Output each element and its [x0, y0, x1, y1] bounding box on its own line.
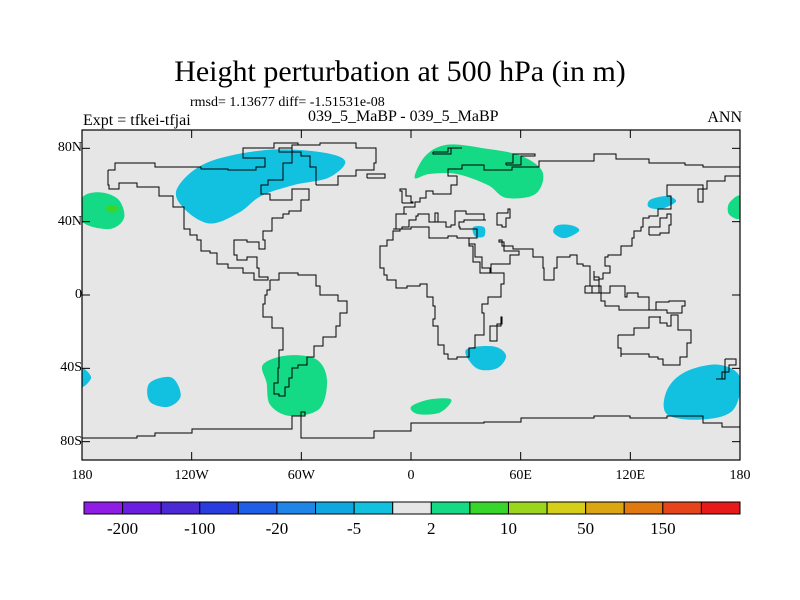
- coastline-novaya-zemlya: [505, 153, 536, 166]
- colorbar-box: [623, 501, 664, 515]
- anomaly-eurasia-arctic-positive: [414, 144, 544, 199]
- colorbar-box: [392, 501, 432, 515]
- coastline-new-zealand: [716, 358, 737, 380]
- coastline-iceland: [366, 173, 386, 179]
- coastline-australia: [617, 314, 692, 366]
- longitude-label: 180: [71, 468, 93, 483]
- colorbar-label: -20: [265, 519, 289, 538]
- anomaly-tasman-negative: [663, 364, 740, 420]
- coastline-svalbard: [432, 147, 462, 155]
- colorbar-label: 50: [577, 519, 595, 538]
- colorbar-label: -100: [184, 519, 216, 538]
- anomaly-north-pacific-core: [105, 205, 119, 213]
- anomaly-south-atlantic-positive: [410, 398, 452, 415]
- colorbar-label: 2: [427, 519, 436, 538]
- map-background: [82, 130, 740, 460]
- coastline-antarctica: [82, 411, 740, 439]
- anomaly-north-atlantic-positive: [727, 195, 740, 220]
- anomaly-mediterranean-negative: [472, 226, 486, 238]
- colorbar-box: [507, 501, 548, 515]
- latitude-label: 0: [75, 287, 82, 302]
- longitude-label: 120W: [174, 468, 209, 483]
- latitude-label: 40N: [57, 213, 82, 229]
- longitude-label: 120E: [615, 468, 646, 483]
- anomaly-south-indian-negative: [465, 346, 507, 371]
- colorbar-box: [662, 501, 702, 515]
- coastline-uk: [399, 188, 414, 204]
- longitude-label: 60W: [287, 468, 315, 483]
- colorbar-box: [585, 501, 625, 515]
- colorbar-box: [469, 501, 509, 515]
- colorbar-box: [83, 501, 124, 515]
- coastline-africa: [379, 226, 505, 360]
- experiment-label: Expt = tfkei-tfjai: [83, 112, 191, 129]
- anomaly-north-pacific-positive: [82, 192, 125, 230]
- coastline-greenland: [278, 142, 377, 186]
- coastline-indonesia: [584, 285, 686, 314]
- anomaly-south-pacific-negative: [147, 376, 181, 408]
- colorbar-label: 10: [499, 519, 517, 538]
- anomaly-central-asia-negative: [553, 224, 580, 239]
- latitude-label: 80S: [60, 433, 82, 449]
- longitude-label: 0: [407, 468, 415, 483]
- anomaly-japan-negative: [647, 195, 677, 210]
- colorbar-box: [199, 501, 239, 515]
- latitude-label: 40S: [60, 360, 82, 376]
- stats-line: rmsd= 1.13677 diff= -1.51531e-08: [190, 95, 385, 110]
- colorbar-box: [122, 501, 162, 515]
- longitude-label: 60E: [509, 468, 532, 483]
- colorbar-box: [353, 501, 394, 515]
- colorbar-box: [237, 501, 278, 515]
- colorbar-box: [160, 501, 201, 515]
- coastline-madagascar: [489, 316, 503, 342]
- coastline-south-america: [262, 272, 348, 397]
- latitude-label: 80N: [57, 140, 82, 156]
- coastline-north-america: [107, 142, 310, 281]
- colorbar-box: [430, 501, 471, 515]
- coastline-eurasia-africa: [393, 153, 740, 294]
- colorbar-label: 150: [650, 519, 676, 538]
- coastline-japan: [648, 213, 672, 236]
- colorbar-box: [546, 501, 587, 515]
- colorbar-label: -5: [347, 519, 362, 538]
- experiment-pair-label: 039_5_MaBP - 039_5_MaBP: [308, 108, 499, 125]
- colorbar-label: -200: [106, 519, 139, 538]
- colorbar-box: [276, 501, 317, 515]
- plot-title: Height perturbation at 500 hPa (in m): [174, 55, 626, 88]
- colorbar-box: [700, 501, 741, 515]
- colorbar-box: [315, 501, 355, 515]
- coastline-arabia-caspian: [496, 208, 511, 228]
- longitude-label: 180: [729, 468, 751, 483]
- season-label: ANN: [707, 109, 742, 126]
- map-layers: [82, 142, 740, 439]
- anomaly-south-america-tip-negative: [82, 371, 88, 387]
